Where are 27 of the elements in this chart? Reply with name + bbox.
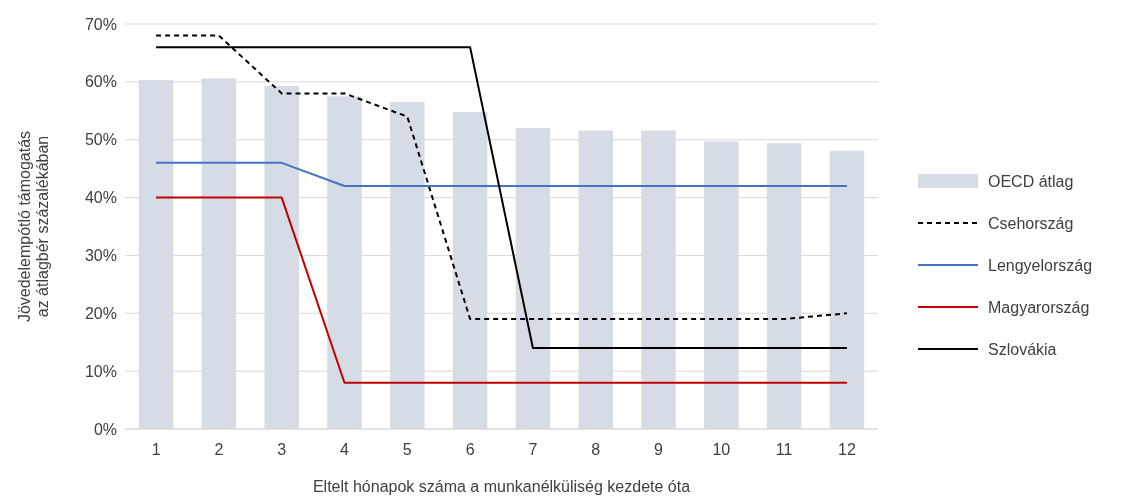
y-tick-label: 0% — [93, 420, 117, 438]
y-tick-label: 40% — [84, 189, 117, 207]
legend-label: Magyarország — [988, 298, 1090, 316]
legend-label: Lengyelország — [988, 256, 1093, 274]
legend-label: Szlovákia — [988, 340, 1057, 358]
legend-label: Csehország — [988, 214, 1074, 232]
x-tick-label: 8 — [591, 441, 601, 458]
x-tick-label: 6 — [465, 441, 475, 458]
x-tick-label: 10 — [712, 441, 731, 458]
y-tick-label: 50% — [84, 131, 117, 149]
x-tick-label: 4 — [340, 441, 350, 458]
y-tick-label: 70% — [84, 15, 117, 33]
x-tick-label: 3 — [277, 441, 287, 458]
x-tick-label: 5 — [402, 441, 412, 458]
x-axis-title: Eltelt hónapok száma a munkanélküliség kezdete óta — [312, 478, 691, 495]
x-tick-label: 9 — [654, 441, 664, 458]
x-tick-label: 11 — [775, 441, 793, 458]
y-tick-label: 30% — [84, 247, 117, 265]
legend-label: OECD átlag — [988, 172, 1074, 190]
x-tick-label: 12 — [838, 441, 856, 458]
x-tick-label: 2 — [214, 441, 224, 458]
y-tick-label: 10% — [84, 362, 117, 380]
x-tick-label: 1 — [151, 441, 161, 458]
y-tick-label: 60% — [84, 73, 117, 91]
y-axis-title: Jövedelempótló támogatás az átlagbér százalékában — [16, 130, 52, 323]
x-tick-label: 7 — [528, 441, 538, 458]
y-tick-label: 20% — [84, 304, 117, 322]
